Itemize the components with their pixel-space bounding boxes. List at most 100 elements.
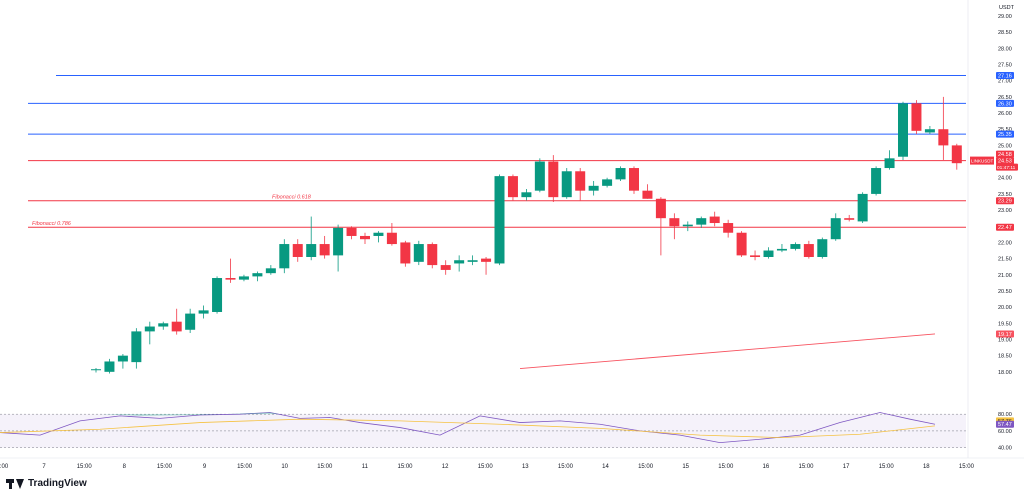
price-tick-label: 22.00	[998, 240, 1012, 246]
candle-body	[413, 244, 424, 262]
candle-body	[951, 145, 962, 164]
high-price-tag-label: 24.58	[998, 152, 1012, 158]
time-tick-label: 14	[602, 464, 609, 470]
candle-body	[346, 227, 357, 236]
time-tick-label: 15:00	[638, 464, 654, 470]
level-price-tag-label: 27.16	[998, 74, 1012, 80]
price-tick-label: 25.50	[998, 127, 1012, 133]
level-price-tag-label: 25.35	[998, 132, 1012, 138]
candle-body	[548, 161, 559, 198]
level-price-tag	[996, 157, 1014, 165]
candle-body	[144, 326, 155, 332]
price-tick-label: 23.50	[998, 192, 1012, 198]
time-tick-label: 15:00	[77, 464, 93, 470]
candle-body	[615, 168, 626, 180]
time-tick-label: 17	[843, 464, 850, 470]
time-tick-label: 8	[123, 464, 127, 470]
candle-body	[306, 244, 317, 257]
time-tick-label: 15	[682, 464, 689, 470]
candle-body	[857, 193, 868, 222]
price-tick-label: 19.00	[998, 337, 1012, 343]
level-price-tag	[996, 223, 1014, 231]
candle-body	[561, 171, 572, 198]
time-tick-label: 9	[203, 464, 207, 470]
candle-body	[91, 369, 101, 371]
countdown-label: 01:47:11	[997, 165, 1016, 171]
tradingview-brand[interactable]: TradingView	[6, 478, 87, 489]
candle-body	[803, 244, 814, 257]
candle-body	[117, 355, 128, 362]
candle-body	[669, 218, 680, 227]
candle-body	[723, 223, 734, 233]
time-tick-label: 15:00	[718, 464, 734, 470]
price-tick-label: 20.00	[998, 305, 1012, 311]
price-tick-label: 24.00	[998, 176, 1012, 182]
candle-body	[642, 190, 653, 199]
time-tick-label: 15:00	[397, 464, 413, 470]
candle-body	[467, 260, 478, 262]
time-tick-label: 18	[923, 464, 930, 470]
time-tick-label: 15:00	[478, 464, 494, 470]
rsi-ma-line	[0, 418, 936, 439]
time-tick-label: 15:00	[959, 464, 975, 470]
candle-body	[655, 198, 666, 219]
candle-body	[736, 232, 747, 256]
level-price-tag	[996, 99, 1014, 107]
candle-body	[279, 244, 290, 269]
candle-body	[158, 323, 169, 327]
candle-body	[104, 361, 115, 372]
price-tick-label: 18.00	[998, 370, 1012, 376]
candle-body	[440, 265, 451, 270]
candle-body	[494, 176, 505, 264]
candle-body	[750, 255, 761, 257]
candle-body	[481, 258, 492, 262]
candle-body	[131, 331, 142, 363]
candle-body	[507, 176, 518, 198]
candle-body	[709, 216, 720, 224]
high-price-tag	[996, 150, 1014, 158]
price-tick-label: 27.00	[998, 79, 1012, 85]
candle-body	[575, 171, 586, 191]
time-tick-label: 11	[362, 464, 369, 470]
time-tick-label: 15:00	[317, 464, 333, 470]
price-tick-label: 19.50	[998, 321, 1012, 327]
candle-body	[938, 129, 949, 146]
level-price-tag	[996, 72, 1014, 80]
time-tick-label: 10	[281, 464, 288, 470]
candle-body	[198, 310, 209, 314]
rsi-tag	[996, 420, 1014, 428]
time-tick-label: 15:00	[157, 464, 173, 470]
price-axis[interactable]: 29.00 28.50 28.00 27.50 27.00 26.50 26.00 25.50…	[998, 14, 1012, 452]
price-tick-label: 28.00	[998, 46, 1012, 52]
candle-body	[265, 268, 276, 274]
price-tick-label: 25.00	[998, 143, 1012, 149]
countdown-tag	[996, 163, 1018, 171]
level-price-tag-label: 24.53	[998, 159, 1012, 165]
level-price-tag-label: 23.29	[998, 199, 1012, 205]
moving-average-line	[519, 333, 936, 370]
price-tick-label: 27.50	[998, 63, 1012, 69]
level-price-tag-label: 22.47	[998, 225, 1012, 231]
candle-body	[696, 218, 707, 225]
ma-price-tag-label: 19.17	[998, 332, 1012, 338]
time-axis[interactable]: :00 7 15:00 8 15:00 9 15:00 10 15:00 11 15:00 12 15:…	[0, 457, 1024, 470]
candle-body	[763, 250, 774, 257]
symbol-tag	[970, 156, 994, 165]
candle-body	[252, 273, 263, 277]
candle-body	[333, 227, 344, 256]
time-tick-label: 15:00	[798, 464, 814, 470]
price-tick-label: 23.00	[998, 208, 1012, 214]
candle-body	[360, 235, 370, 240]
candle-body	[844, 218, 855, 220]
candle-body	[588, 185, 599, 191]
candle-body	[924, 129, 935, 133]
rsi-overbought-fill	[100, 412, 280, 416]
price-tick-label: 28.50	[998, 30, 1012, 36]
candle-body	[212, 278, 223, 312]
candle-body	[884, 158, 895, 169]
candle-body	[830, 218, 841, 240]
candle-body	[629, 168, 639, 191]
candle-body	[817, 239, 828, 257]
